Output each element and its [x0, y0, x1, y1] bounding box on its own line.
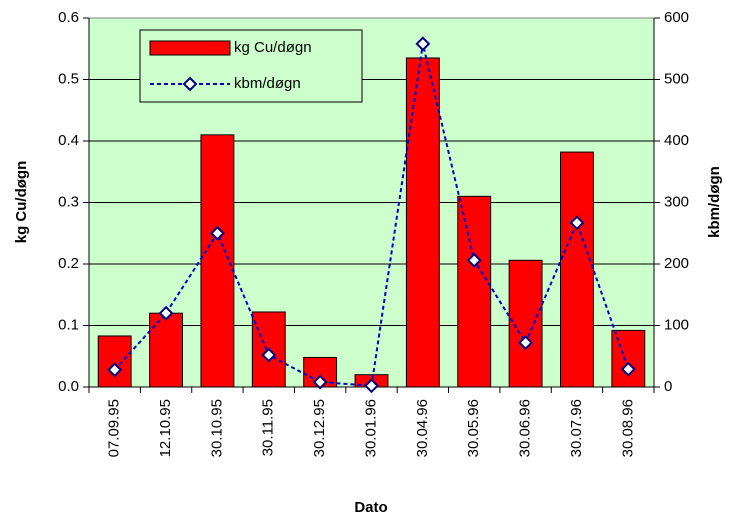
marker	[312, 374, 328, 390]
x-tick-label: 07.09.95	[106, 399, 123, 457]
y-axis-title: kg Cu/døgn	[13, 161, 30, 244]
y2-tick-label: 200	[664, 255, 689, 272]
marker	[466, 252, 482, 268]
marker	[158, 305, 174, 321]
bar	[97, 335, 132, 388]
y2-axis-title: kbm/døgn	[706, 166, 723, 238]
marker	[569, 215, 585, 231]
y2-tick-label: 100	[664, 316, 689, 333]
bar	[200, 134, 235, 388]
x-tick-label: 30.04.96	[414, 399, 431, 457]
y-tick-label: 0.5	[58, 70, 79, 87]
x-tick-label: 30.11.95	[260, 399, 277, 456]
bar	[508, 259, 543, 388]
y2-tick-label: 300	[664, 193, 689, 210]
legend-label: kg Cu/døgn	[234, 39, 312, 56]
marker	[518, 335, 534, 351]
y-tick-label: 0.3	[58, 193, 79, 210]
bar	[405, 57, 440, 388]
x-tick-label: 30.05.96	[465, 399, 482, 457]
y-tick-label: 0.2	[58, 255, 79, 272]
x-tick-label: 30.01.96	[362, 399, 379, 457]
bar	[149, 312, 183, 388]
x-tick-label: 12.10.95	[157, 399, 174, 457]
y-tick-label: 0.0	[58, 378, 79, 395]
bar	[560, 151, 594, 388]
marker	[107, 362, 123, 378]
y2-tick-label: 500	[664, 70, 689, 87]
legend-marker	[182, 76, 198, 92]
y2-tick-label: 0	[664, 378, 672, 395]
x-tick-label: 30.08.96	[619, 399, 636, 457]
marker	[415, 36, 431, 52]
marker	[620, 361, 636, 377]
y-tick-label: 0.6	[58, 9, 79, 26]
x-tick-label: 30.12.95	[311, 399, 328, 457]
marker	[261, 347, 277, 363]
y2-tick-label: 400	[664, 132, 689, 149]
y2-tick-label: 600	[664, 9, 689, 26]
marker	[364, 378, 379, 394]
bar	[457, 195, 492, 388]
y-tick-label: 0.1	[58, 316, 79, 333]
x-tick-label: 30.07.96	[568, 399, 585, 457]
marker	[209, 225, 225, 241]
x-tick-label: 30.10.95	[208, 399, 225, 457]
y-tick-label: 0.4	[58, 132, 79, 149]
x-axis-title: Dato	[354, 499, 387, 516]
x-tick-label: 30.06.96	[517, 399, 534, 457]
legend-label: kbm/døgn	[234, 75, 301, 92]
legend-swatch	[149, 40, 231, 56]
